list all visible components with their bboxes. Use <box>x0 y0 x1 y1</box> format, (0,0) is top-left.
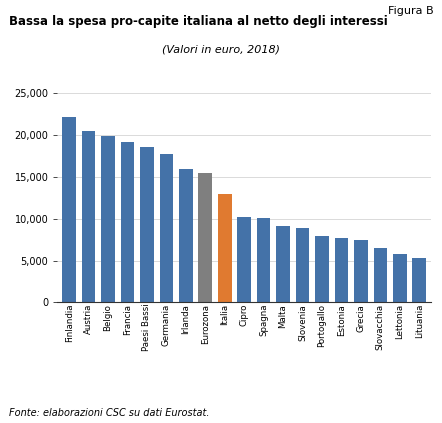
Bar <box>257 218 271 302</box>
Bar <box>354 240 368 302</box>
Bar <box>276 226 290 302</box>
Text: Figura B: Figura B <box>388 6 433 16</box>
Bar <box>296 228 309 302</box>
Bar <box>179 169 193 302</box>
Bar <box>237 217 251 302</box>
Text: Fonte: elaborazioni CSC su dati Eurostat.: Fonte: elaborazioni CSC su dati Eurostat… <box>9 408 210 418</box>
Bar <box>315 236 329 302</box>
Bar <box>218 194 232 302</box>
Bar <box>198 173 212 302</box>
Bar <box>62 117 76 302</box>
Text: Bassa la spesa pro-capite italiana al netto degli interessi: Bassa la spesa pro-capite italiana al ne… <box>9 15 388 28</box>
Bar <box>101 136 115 302</box>
Bar <box>373 248 387 302</box>
Bar <box>412 258 426 302</box>
Text: (Valori in euro, 2018): (Valori in euro, 2018) <box>162 44 280 55</box>
Bar <box>82 131 95 302</box>
Bar <box>121 143 134 302</box>
Bar <box>393 254 407 302</box>
Bar <box>140 147 154 302</box>
Bar <box>160 154 173 302</box>
Bar <box>335 238 348 302</box>
